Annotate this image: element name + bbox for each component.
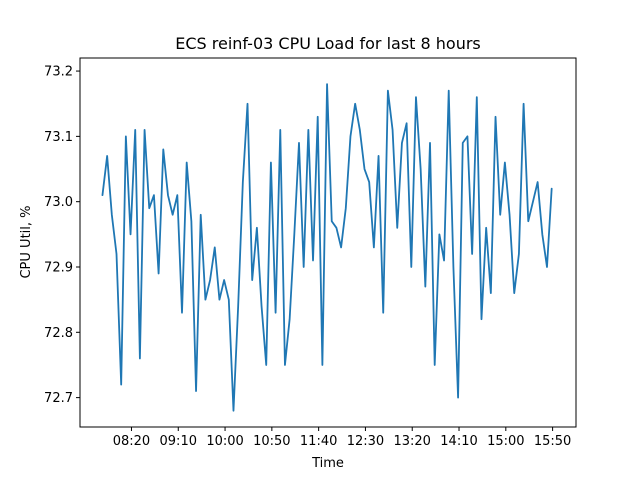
- plot-area: 72.7 72.8 72.9 73.0 73.1 73.2 08:20 09:10 10:00 1…: [44, 57, 577, 449]
- y-tick-label: 72.9: [44, 260, 73, 275]
- y-tick-label: 73.2: [44, 65, 73, 80]
- x-tick-label: 13:20: [393, 434, 430, 449]
- x-tick-label: 12:30: [347, 434, 384, 449]
- y-tick-label: 73.0: [44, 195, 73, 210]
- cpu-load-series-line: [101, 83, 553, 412]
- y-tick-label: 73.1: [44, 130, 73, 145]
- plot-frame: [79, 57, 577, 428]
- x-tick-label: 10:00: [206, 434, 243, 449]
- x-tick-label: 09:10: [160, 434, 197, 449]
- chart-title: ECS reinf-03 CPU Load for last 8 hours: [175, 34, 481, 53]
- x-tick-label: 15:00: [487, 434, 524, 449]
- x-tick-label: 14:10: [440, 434, 477, 449]
- x-tick-label: 11:40: [300, 434, 337, 449]
- y-axis-title: CPU Util, %: [19, 205, 34, 278]
- x-tick-label: 10:50: [253, 434, 290, 449]
- x-axis-title: Time: [311, 456, 344, 471]
- y-tick-label: 72.7: [44, 391, 73, 406]
- x-tick-label: 08:20: [113, 434, 150, 449]
- x-tick-label: 15:50: [534, 434, 571, 449]
- y-tick-label: 72.8: [44, 326, 73, 341]
